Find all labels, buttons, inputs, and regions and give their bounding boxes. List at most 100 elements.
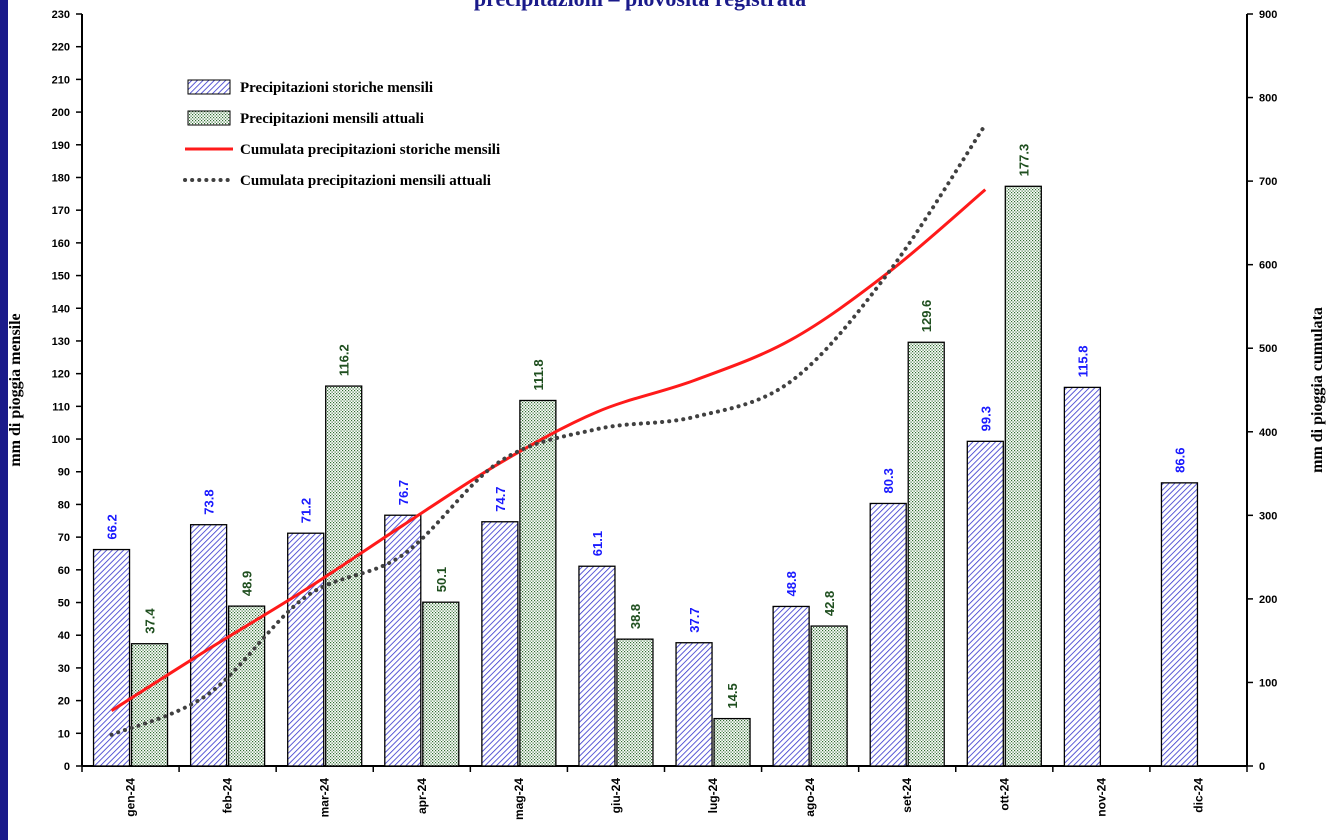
bar-storiche — [189, 524, 228, 767]
data-label-attuali: 177.3 — [1016, 144, 1031, 177]
y-tick-label-left: 30 — [58, 663, 70, 675]
bar-storiche — [287, 532, 325, 767]
data-label-storiche: 71.2 — [299, 498, 314, 523]
bar-attuali — [422, 601, 460, 767]
y-tick-label-left: 20 — [58, 696, 70, 708]
x-tick-label: ott-24 — [997, 778, 1011, 811]
data-label-storiche: 37.7 — [687, 607, 702, 632]
y-tick-label-right: 0 — [1259, 761, 1265, 773]
data-label-attuali: 129.6 — [919, 300, 934, 333]
y-tick-label-left: 110 — [52, 401, 70, 413]
y-tick-label-left: 170 — [52, 205, 70, 217]
y-tick-label-left: 220 — [52, 42, 70, 54]
line-cumulata-attuali — [109, 122, 988, 737]
y-tick-label-right: 500 — [1259, 343, 1277, 355]
legend-label: Precipitazioni storiche mensili — [240, 80, 433, 96]
y-tick-label-right: 400 — [1259, 427, 1277, 439]
y-tick-label-right: 800 — [1259, 93, 1277, 105]
x-tick-label: ago-24 — [803, 778, 817, 817]
legend-swatch — [187, 110, 231, 126]
y-tick-label-left: 140 — [52, 303, 70, 315]
data-label-attuali: 116.2 — [337, 344, 352, 376]
y-axis-title-left: mm di pioggia mensile — [7, 313, 24, 466]
x-tick-label: apr-24 — [415, 778, 429, 814]
x-tick-label: gen-24 — [124, 778, 138, 817]
x-tick-label: set-24 — [900, 778, 914, 813]
y-axis-title-right: mm di pioggia cumulata — [1309, 307, 1326, 473]
y-tick-label-left: 230 — [52, 9, 70, 21]
bar-attuali — [130, 643, 169, 767]
bar-storiche — [772, 605, 810, 767]
data-label-attuali: 42.8 — [822, 591, 837, 616]
x-tick-label: mag-24 — [512, 778, 526, 820]
y-tick-label-right: 700 — [1259, 176, 1277, 188]
bar-attuali — [519, 399, 557, 767]
data-label-storiche: 66.2 — [105, 514, 120, 539]
data-label-storiche: 74.7 — [493, 486, 508, 511]
y-tick-label-right: 200 — [1259, 594, 1277, 606]
y-tick-label-left: 120 — [52, 369, 70, 381]
y-tick-label-left: 150 — [52, 271, 70, 283]
data-label-storiche: 80.3 — [881, 468, 896, 493]
y-tick-label-left: 0 — [64, 761, 70, 773]
y-tick-label-left: 180 — [52, 172, 70, 184]
x-tick-label: feb-24 — [221, 778, 235, 814]
data-label-storiche: 99.3 — [978, 406, 993, 431]
bar-attuali — [810, 625, 848, 767]
x-tick-label: lug-24 — [706, 778, 720, 814]
data-label-storiche: 48.8 — [784, 571, 799, 596]
bar-attuali — [907, 341, 945, 767]
frame-border — [0, 0, 8, 840]
x-tick-label: dic-24 — [1191, 778, 1205, 813]
y-tick-label-left: 100 — [52, 434, 70, 446]
bar-storiche — [1063, 386, 1102, 767]
bar-attuali — [616, 638, 654, 767]
y-tick-label-right: 600 — [1259, 260, 1277, 272]
bar-storiche — [384, 514, 422, 767]
data-label-attuali: 38.8 — [628, 604, 643, 629]
y-tick-label-left: 50 — [58, 598, 70, 610]
bar-storiche — [578, 565, 616, 767]
y-tick-label-left: 160 — [52, 238, 70, 250]
y-tick-label-left: 80 — [58, 499, 70, 511]
x-tick-label: nov-24 — [1094, 778, 1108, 817]
chart-title: precipitazioni – piovosità registrata — [340, 0, 940, 12]
legend-label: Precipitazioni mensili attuali — [240, 111, 424, 127]
data-label-storiche: 86.6 — [1172, 448, 1187, 473]
x-tick-label: mar-24 — [318, 778, 332, 818]
line-cumulata-storiche — [110, 188, 987, 712]
data-label-storiche: 73.8 — [202, 489, 217, 514]
data-label-attuali: 37.4 — [143, 608, 158, 634]
y-tick-label-right: 900 — [1259, 9, 1277, 21]
data-label-storiche: 115.8 — [1075, 346, 1090, 378]
bar-attuali — [227, 605, 266, 767]
y-tick-label-left: 200 — [52, 107, 70, 119]
y-tick-label-left: 190 — [52, 140, 70, 152]
y-tick-label-left: 60 — [58, 565, 70, 577]
legend-label: Cumulata precipitazioni mensili attuali — [240, 173, 491, 189]
y-tick-label-left: 130 — [52, 336, 70, 348]
bar-storiche — [481, 521, 519, 767]
bar-attuali — [1004, 185, 1042, 767]
y-tick-label-left: 70 — [58, 532, 70, 544]
bar-attuali — [713, 717, 751, 767]
bar-storiche — [675, 642, 713, 767]
y-tick-label-left: 10 — [58, 728, 70, 740]
legend-swatch — [187, 79, 231, 95]
data-label-attuali: 50.1 — [434, 567, 449, 592]
data-label-attuali: 48.9 — [240, 571, 255, 596]
data-label-storiche: 61.1 — [590, 531, 605, 556]
x-tick-label: giu-24 — [609, 778, 623, 814]
y-tick-label-right: 300 — [1259, 510, 1277, 522]
y-tick-label-left: 210 — [52, 74, 70, 86]
data-label-storiche: 76.7 — [396, 480, 411, 505]
bar-storiche — [869, 502, 907, 767]
y-tick-label-left: 40 — [58, 630, 70, 642]
data-label-attuali: 111.8 — [531, 359, 546, 390]
legend-label: Cumulata precipitazioni storiche mensili — [240, 142, 500, 158]
y-tick-label-right: 100 — [1259, 677, 1277, 689]
y-tick-label-left: 90 — [58, 467, 70, 479]
bar-storiche — [1160, 482, 1199, 767]
